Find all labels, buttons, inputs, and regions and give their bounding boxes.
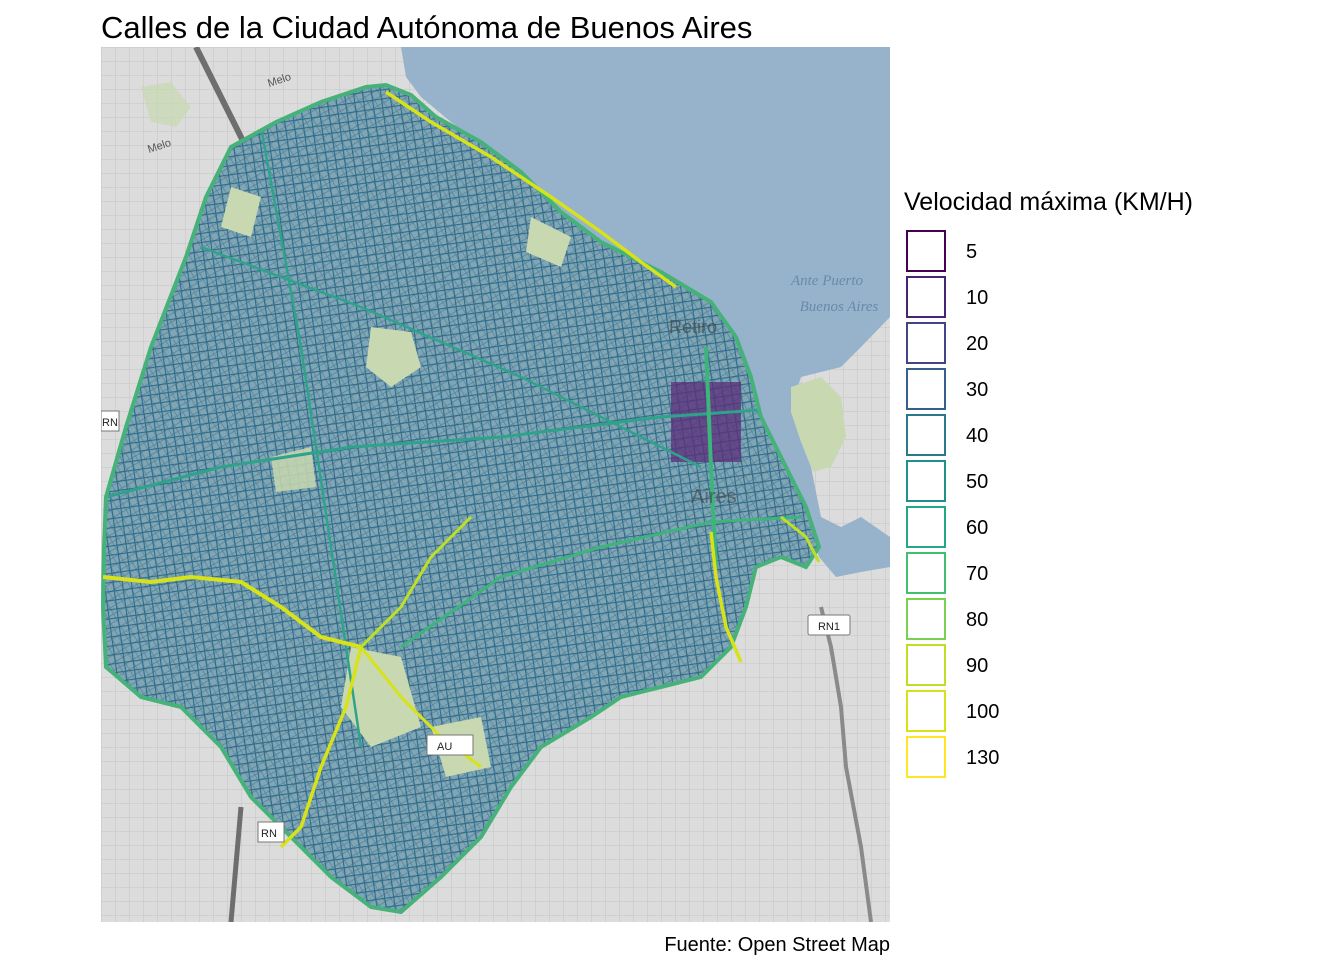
legend-swatch (906, 506, 946, 548)
legend-label: 30 (966, 379, 989, 401)
legend-label: 40 (966, 425, 989, 447)
highway-dellepiane (279, 646, 363, 849)
legend-item-70: 70 (904, 551, 1104, 597)
legend-label: 70 (966, 563, 989, 585)
legend-swatch (906, 322, 946, 364)
route-shield-rn1: RN1 (807, 614, 851, 636)
legend-item-130: 130 (904, 735, 1104, 781)
svg-text:RN: RN (102, 417, 118, 429)
svg-text:AU: AU (437, 741, 452, 753)
legend-label: 130 (966, 747, 1000, 769)
svg-text:RN: RN (261, 828, 277, 840)
legend-label: 90 (966, 655, 989, 677)
legend-label: 10 (966, 287, 989, 309)
legend-item-30: 30 (904, 367, 1104, 413)
highway-25-de-mayo (102, 574, 362, 649)
park-area (141, 82, 191, 127)
legend-label: 60 (966, 517, 989, 539)
aires-label: Aires (691, 486, 737, 508)
route-shield-rn-bottom: RN (257, 821, 285, 843)
legend-item-90: 90 (904, 643, 1104, 689)
source-caption: Fuente: Open Street Map (664, 934, 890, 956)
legend-label: 100 (966, 701, 1000, 723)
highway-costanera-sur (780, 515, 821, 563)
legend-swatch (906, 414, 946, 456)
speed-legend: Velocidad máxima (KM/H) 5 10 20 30 40 50 (904, 188, 1193, 778)
highway-connector (359, 515, 473, 649)
legend-title: Velocidad máxima (KM/H) (904, 188, 1193, 216)
legend-item-40: 40 (904, 413, 1104, 459)
legend-swatch (906, 460, 946, 502)
legend-swatch (906, 368, 946, 410)
legend-swatch (906, 230, 946, 272)
legend-swatch (906, 690, 946, 732)
legend-swatch (906, 276, 946, 318)
city-boundary (101, 82, 822, 915)
legend-item-100: 100 (904, 689, 1104, 735)
route-shield-au: AU (426, 734, 474, 756)
retiro-label: Retiro (669, 317, 717, 337)
legend-label: 5 (966, 241, 978, 263)
costanera-park (791, 377, 846, 472)
southwest-road (228, 806, 244, 922)
map-panel[interactable]: Ante Puerto Buenos Aires Retiro Aires Me… (101, 47, 890, 922)
legend-label: 80 (966, 609, 989, 631)
map-canvas: Ante Puerto Buenos Aires Retiro Aires Me… (101, 47, 890, 922)
legend-swatch (906, 598, 946, 640)
legend-item-80: 80 (904, 597, 1104, 643)
legend-label: 20 (966, 333, 989, 355)
ante-puerto-label: Ante Puerto (790, 273, 864, 289)
highway-lugones (385, 90, 678, 289)
river-road (819, 606, 873, 922)
highway-9-de-julio-sur (709, 531, 743, 663)
legend-item-10: 10 (904, 275, 1104, 321)
legend-item-60: 60 (904, 505, 1104, 551)
legend-swatch (906, 552, 946, 594)
svg-text:RN1: RN1 (818, 621, 840, 633)
chart-title: Calles de la Ciudad Autónoma de Buenos A… (101, 10, 753, 45)
legend-item-20: 20 (904, 321, 1104, 367)
legend-label: 50 (966, 471, 989, 493)
legend-swatch (906, 644, 946, 686)
legend-item-50: 50 (904, 459, 1104, 505)
legend-item-5: 5 (904, 229, 1104, 275)
legend-swatch (906, 736, 946, 778)
route-shield-rn-left: RN (101, 410, 120, 432)
buenos-aires-water-label: Buenos Aires (800, 299, 879, 315)
